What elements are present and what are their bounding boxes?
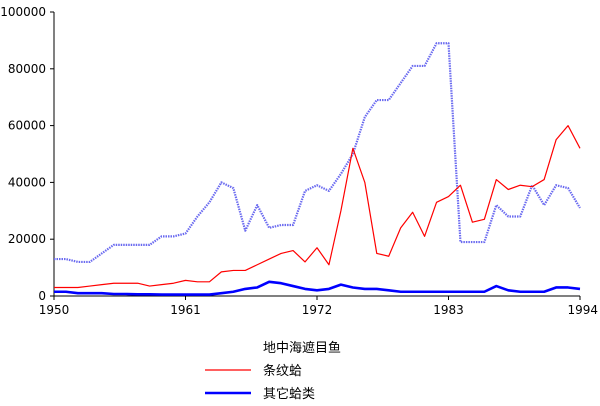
series-line-2 xyxy=(54,280,581,296)
x-tick-label: 1983 xyxy=(433,303,464,317)
y-tick-label: 80000 xyxy=(8,62,46,76)
y-tick-label: 20000 xyxy=(8,232,46,246)
x-tick-label: 1961 xyxy=(170,303,201,317)
y-tick-label: 60000 xyxy=(8,119,46,133)
legend-label-1: 条纹蛤 xyxy=(263,363,302,379)
legend-label-0: 地中海遮目鱼 xyxy=(263,340,341,356)
y-tick-label: 40000 xyxy=(8,175,46,189)
y-tick-label: 100000 xyxy=(0,5,46,19)
x-tick-label: 1950 xyxy=(39,303,70,317)
y-tick-label: 0 xyxy=(38,289,46,303)
x-tick-label: 1994 xyxy=(567,303,598,317)
axes: 0 20000 40000 60000 80000 100000 1950 1961 1972 1… xyxy=(0,5,598,317)
legend-label-2: 其它蛤类 xyxy=(263,386,315,402)
series-group xyxy=(54,42,581,296)
series-line-1 xyxy=(54,125,581,289)
x-tick-label: 1972 xyxy=(302,303,333,317)
series-line-0 xyxy=(54,42,581,264)
